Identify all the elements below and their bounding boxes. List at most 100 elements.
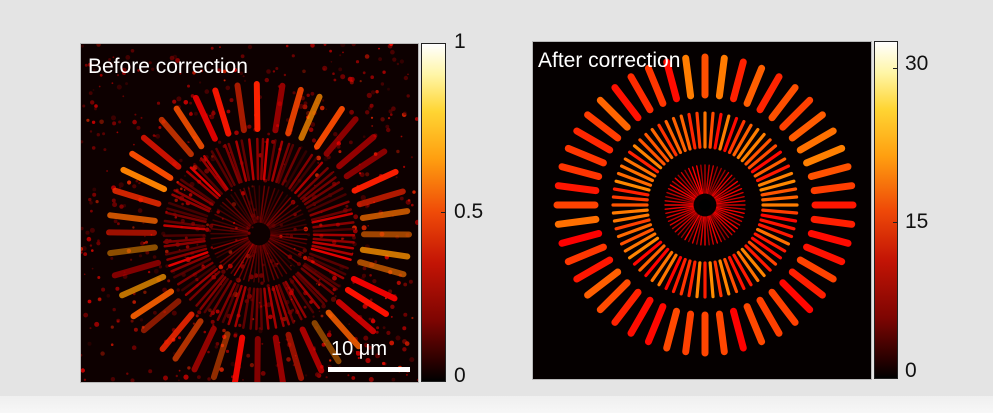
speckle [96, 44, 101, 47]
inner-spoke [687, 260, 697, 298]
inner-spoke [173, 257, 212, 279]
speckle [89, 227, 95, 233]
speckle [236, 277, 241, 283]
inner-spoke [295, 273, 325, 305]
speckle [246, 353, 251, 358]
speckle [194, 111, 198, 116]
speckle [175, 374, 178, 378]
speckle [163, 375, 168, 381]
inner-spoke [166, 247, 208, 261]
outer-spoke [351, 168, 399, 194]
center-spoke [262, 187, 276, 224]
inner-spoke [170, 254, 210, 273]
inner-spoke [671, 257, 687, 294]
outer-spoke [803, 144, 846, 167]
speckle [285, 44, 289, 48]
speckle [138, 181, 141, 185]
speckle [178, 379, 180, 382]
outer-spoke [584, 111, 622, 142]
speckle [361, 225, 367, 231]
center-spoke [666, 207, 695, 219]
speckle [221, 269, 226, 274]
inner-spoke [727, 119, 746, 155]
inner-spoke [679, 114, 692, 151]
outer-spoke [796, 256, 837, 283]
speckle [372, 279, 377, 284]
speckle [369, 103, 374, 108]
inner-spoke [657, 253, 678, 287]
speckle [336, 145, 340, 149]
speckle [306, 93, 310, 97]
inner-spoke [309, 252, 349, 270]
inner-spoke [761, 195, 799, 202]
center-spoke [695, 215, 704, 245]
outer-spoke [554, 215, 600, 228]
inner-spoke [259, 287, 263, 331]
center-spoke [270, 234, 308, 241]
speckle [390, 49, 395, 55]
inner-spoke [275, 284, 291, 326]
speckle [414, 117, 418, 121]
speckle [303, 101, 308, 106]
speckle [310, 44, 315, 48]
speckle [290, 264, 292, 267]
inner-spoke [718, 114, 731, 151]
speckle [359, 80, 362, 83]
speckle [387, 87, 390, 91]
speckle [187, 366, 191, 370]
outer-spoke [191, 325, 217, 373]
speckle [131, 345, 137, 351]
after-colorbar-tickmark [893, 68, 897, 69]
speckle [96, 241, 101, 246]
speckle [216, 210, 220, 214]
speckle [390, 304, 395, 309]
speckle [378, 57, 382, 61]
speckle [351, 376, 356, 380]
inner-spoke [761, 208, 799, 215]
inner-spoke [167, 201, 209, 218]
outer-spoke [106, 229, 157, 236]
inner-spoke [303, 262, 340, 288]
speckle [81, 140, 84, 144]
center-spoke [674, 177, 697, 198]
speckle [266, 69, 271, 74]
inner-spoke [307, 193, 347, 213]
center-spoke [268, 209, 302, 229]
outer-spoke [644, 303, 667, 346]
speckle [84, 63, 88, 67]
center-spoke [711, 171, 730, 197]
speckle [179, 72, 182, 75]
speckle [91, 267, 94, 270]
inner-spoke [200, 157, 227, 192]
center-spoke [233, 191, 254, 225]
inner-spoke [189, 166, 221, 197]
inner-spoke [307, 256, 347, 276]
speckle [101, 287, 106, 292]
speckle [411, 203, 414, 207]
inner-spoke [723, 257, 739, 294]
center-spoke [242, 244, 256, 281]
inner-spoke [288, 153, 314, 190]
speckle [388, 289, 393, 294]
center-spoke [709, 215, 723, 243]
before-colorbar-tick-mid: 0.5 [454, 200, 484, 223]
inner-spoke [227, 142, 243, 184]
speckle [143, 290, 147, 294]
center-spoke [263, 189, 280, 224]
speckle [364, 54, 370, 59]
outer-spoke [743, 303, 766, 346]
inner-spoke [619, 227, 655, 246]
after-colorbar-tick-mid: 15 [905, 210, 929, 233]
inner-spoke [271, 140, 284, 182]
speckle [125, 55, 131, 60]
center-spoke [666, 191, 695, 203]
outer-spoke [285, 86, 304, 137]
outer-spoke [111, 259, 162, 279]
speckle [172, 54, 178, 60]
speckle [97, 297, 102, 302]
center-spoke [264, 243, 283, 277]
outer-spoke [788, 111, 826, 142]
speckle [210, 46, 214, 50]
outer-spoke [359, 208, 411, 221]
speckle [358, 172, 362, 175]
